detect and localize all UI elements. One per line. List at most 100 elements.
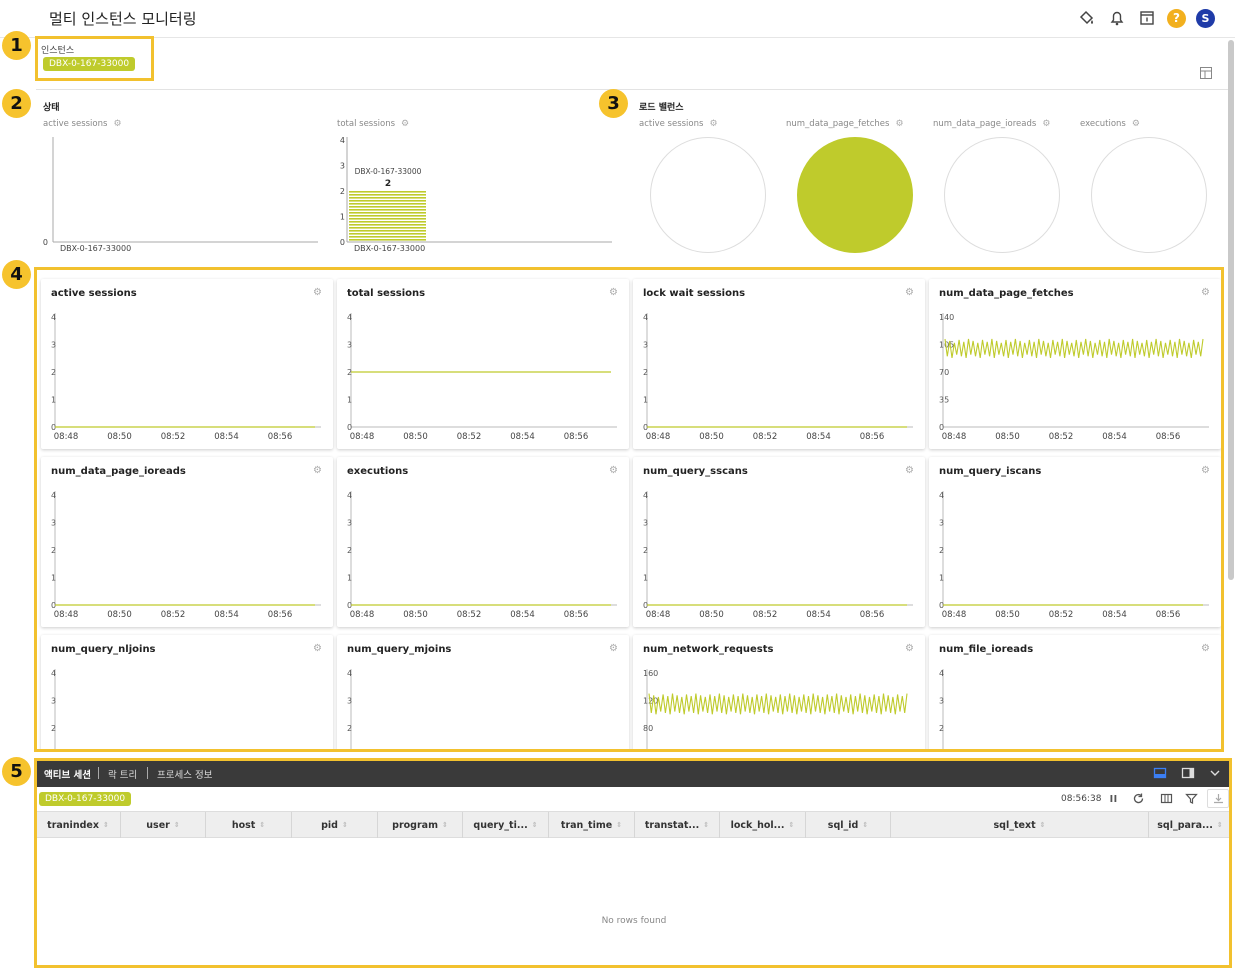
series-line[interactable] <box>648 693 908 715</box>
bar-stripe <box>349 233 426 235</box>
lb-pie-page-fetches[interactable] <box>797 137 913 253</box>
y-tick-label: 0 <box>939 423 944 432</box>
callout-3: 3 <box>599 89 628 118</box>
column-header[interactable]: transtat... ⇕ <box>635 812 720 838</box>
y-tick-label: 2 <box>347 368 352 377</box>
dock-right-icon[interactable] <box>1181 766 1195 780</box>
panel-title: num_query_mjoins <box>347 644 452 655</box>
y-tick-label: 4 <box>347 491 352 500</box>
column-header[interactable]: tranindex ⇕ <box>36 812 121 838</box>
series-line[interactable] <box>944 338 1204 358</box>
x-tick-label: 08:52 <box>753 432 778 442</box>
column-header-label: tranindex <box>47 819 99 831</box>
gear-icon[interactable]: ⚙ <box>113 119 122 129</box>
x-tick-label: 08:50 <box>403 610 428 620</box>
gear-icon[interactable]: ⚙ <box>1201 465 1210 476</box>
y-tick-label: 2 <box>51 546 56 555</box>
sort-icon[interactable]: ⇕ <box>341 821 348 829</box>
filter-icon[interactable] <box>1185 792 1198 805</box>
refresh-time: 08:56:38 <box>1061 794 1102 804</box>
column-header[interactable]: host ⇕ <box>206 812 292 838</box>
panel-title: executions <box>347 466 409 477</box>
gear-icon[interactable]: ⚙ <box>313 287 322 298</box>
lb-pie-active-sessions[interactable] <box>650 137 766 253</box>
column-header[interactable]: lock_hol... ⇕ <box>720 812 806 838</box>
column-header[interactable]: tran_time ⇕ <box>549 812 635 838</box>
column-header-label: sql_text <box>993 819 1036 831</box>
y-tick-label: 4 <box>643 313 648 322</box>
gear-icon[interactable]: ⚙ <box>1042 119 1051 129</box>
gear-icon[interactable]: ⚙ <box>313 465 322 476</box>
gear-icon[interactable]: ⚙ <box>609 465 618 476</box>
sort-icon[interactable]: ⇕ <box>102 821 109 829</box>
lb-label-active-sessions: active sessions ⚙ <box>639 119 718 129</box>
panel-title: active sessions <box>51 288 137 299</box>
info-panel-icon[interactable] <box>1137 8 1157 28</box>
bar-stripe <box>349 209 426 211</box>
sort-icon[interactable]: ⇕ <box>1216 821 1223 829</box>
column-header[interactable]: sql_id ⇕ <box>806 812 891 838</box>
gear-icon[interactable]: ⚙ <box>895 119 904 129</box>
y-tick-label: 3 <box>340 162 345 171</box>
gear-icon[interactable]: ⚙ <box>1201 643 1210 654</box>
download-button[interactable] <box>1207 789 1229 808</box>
gear-icon[interactable]: ⚙ <box>905 643 914 654</box>
tab-lock-tree[interactable]: 락 트리 <box>108 770 138 781</box>
gear-icon[interactable]: ⚙ <box>609 643 618 654</box>
gear-icon[interactable]: ⚙ <box>709 119 718 129</box>
user-avatar[interactable]: S <box>1196 8 1215 28</box>
help-icon[interactable]: ? <box>1167 8 1186 28</box>
download-icon <box>1214 794 1223 804</box>
gear-icon[interactable]: ⚙ <box>905 287 914 298</box>
columns-icon[interactable] <box>1160 792 1173 805</box>
sort-icon[interactable]: ⇕ <box>1039 821 1046 829</box>
sort-icon[interactable]: ⇕ <box>531 821 538 829</box>
gear-icon[interactable]: ⚙ <box>609 287 618 298</box>
gear-icon[interactable]: ⚙ <box>313 643 322 654</box>
sort-icon[interactable]: ⇕ <box>173 821 180 829</box>
sort-icon[interactable]: ⇕ <box>259 821 266 829</box>
pause-icon[interactable] <box>1107 792 1120 805</box>
paint-bucket-icon[interactable] <box>1077 8 1097 28</box>
instance-tag[interactable]: DBX-0-167-33000 <box>39 792 132 806</box>
sort-icon[interactable]: ⇕ <box>616 821 623 829</box>
gear-icon[interactable]: ⚙ <box>905 465 914 476</box>
lb-pie-page-ioreads[interactable] <box>944 137 1060 253</box>
callout-1: 1 <box>2 31 31 60</box>
sort-icon[interactable]: ⇕ <box>862 821 869 829</box>
sort-icon[interactable]: ⇕ <box>788 821 795 829</box>
gear-icon[interactable]: ⚙ <box>1201 287 1210 298</box>
panel-title: num_data_page_ioreads <box>51 466 186 477</box>
tab-process-info[interactable]: 프로세스 정보 <box>157 770 213 781</box>
layout-grid-icon[interactable] <box>1200 64 1212 83</box>
sort-icon[interactable]: ⇕ <box>703 821 710 829</box>
tab-active-session[interactable]: 액티브 세션 <box>44 770 92 781</box>
column-header[interactable]: sql_para... ⇕ <box>1149 812 1232 838</box>
y-tick-label: 0 <box>51 601 56 610</box>
x-tick-label: 08:50 <box>995 610 1020 620</box>
refresh-icon[interactable] <box>1132 792 1145 805</box>
x-tick-label: 08:48 <box>646 432 671 442</box>
dock-bottom-icon[interactable] <box>1153 766 1167 780</box>
column-header[interactable]: user ⇕ <box>121 812 206 838</box>
metric-panel: num_query_iscans ⚙ 4 3 2 1 0 08:48 08:50 08:52 08:… <box>929 457 1221 627</box>
lb-pie-executions[interactable] <box>1091 137 1207 253</box>
gear-icon[interactable]: ⚙ <box>1131 119 1140 129</box>
column-header[interactable]: query_ti... ⇕ <box>463 812 549 838</box>
gear-icon[interactable]: ⚙ <box>401 119 410 129</box>
bar[interactable] <box>349 191 426 241</box>
x-tick-label: 08:50 <box>995 432 1020 442</box>
x-tick-label: 08:50 <box>699 432 724 442</box>
column-header[interactable]: program ⇕ <box>378 812 463 838</box>
bell-icon[interactable] <box>1107 8 1127 28</box>
sort-icon[interactable]: ⇕ <box>441 821 448 829</box>
x-tick-label: 08:56 <box>1156 432 1181 442</box>
page-scrollbar[interactable] <box>1228 40 1234 580</box>
column-header[interactable]: sql_text ⇕ <box>891 812 1149 838</box>
x-tick-label: 08:54 <box>806 432 831 442</box>
instance-tag[interactable]: DBX-0-167-33000 <box>43 57 136 71</box>
chevron-down-icon[interactable] <box>1208 766 1222 780</box>
y-tick-label: 0 <box>347 601 352 610</box>
column-header[interactable]: pid ⇕ <box>292 812 378 838</box>
metric-panel: num_data_page_ioreads ⚙ 4 3 2 1 0 08:48 08:50 08:… <box>41 457 333 627</box>
